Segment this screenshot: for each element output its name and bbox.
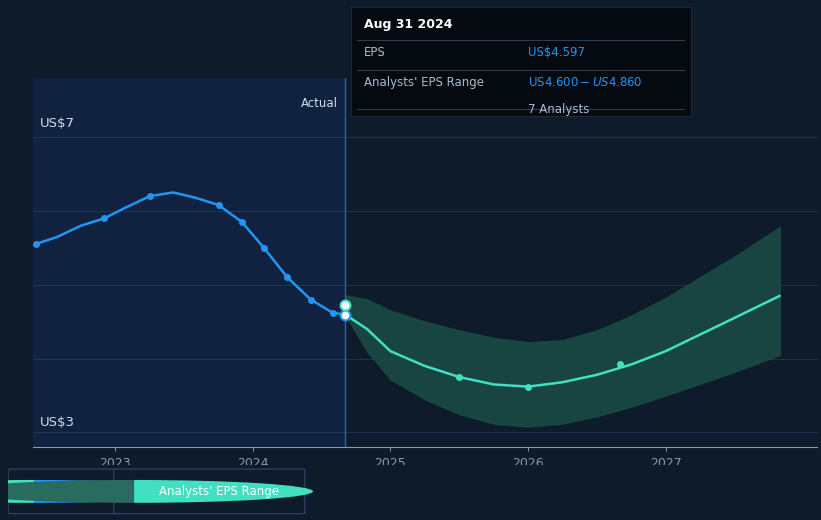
Point	[338, 310, 351, 319]
Text: Analysts' EPS Range: Analysts' EPS Range	[365, 75, 484, 88]
Text: Analysts Forecasts: Analysts Forecasts	[352, 97, 462, 110]
FancyBboxPatch shape	[8, 469, 118, 514]
Text: US$7: US$7	[39, 116, 75, 129]
Text: Analysts' EPS Range: Analysts' EPS Range	[158, 485, 278, 498]
Point	[143, 192, 156, 200]
Point	[29, 240, 42, 248]
Text: US$4.597: US$4.597	[528, 46, 585, 59]
Text: US$3: US$3	[39, 416, 75, 428]
Wedge shape	[0, 480, 34, 503]
Text: US$4.600 - US$4.860: US$4.600 - US$4.860	[528, 75, 642, 88]
Point	[257, 244, 270, 252]
Point	[326, 309, 339, 317]
Text: EPS: EPS	[57, 485, 79, 498]
Point	[613, 360, 626, 369]
Point	[281, 273, 294, 281]
Point	[521, 383, 534, 391]
Wedge shape	[134, 480, 313, 503]
Text: 7 Analysts: 7 Analysts	[528, 103, 589, 116]
FancyBboxPatch shape	[114, 469, 305, 514]
Point	[304, 295, 317, 304]
Text: Aug 31 2024: Aug 31 2024	[365, 18, 452, 31]
Text: Actual: Actual	[301, 97, 338, 110]
Wedge shape	[34, 480, 213, 503]
Bar	[33, 78, 345, 447]
Point	[338, 301, 351, 309]
Point	[98, 214, 111, 223]
Wedge shape	[0, 480, 134, 503]
Point	[236, 218, 249, 226]
Text: EPS: EPS	[365, 46, 386, 59]
Point	[212, 201, 225, 209]
Point	[452, 373, 466, 381]
